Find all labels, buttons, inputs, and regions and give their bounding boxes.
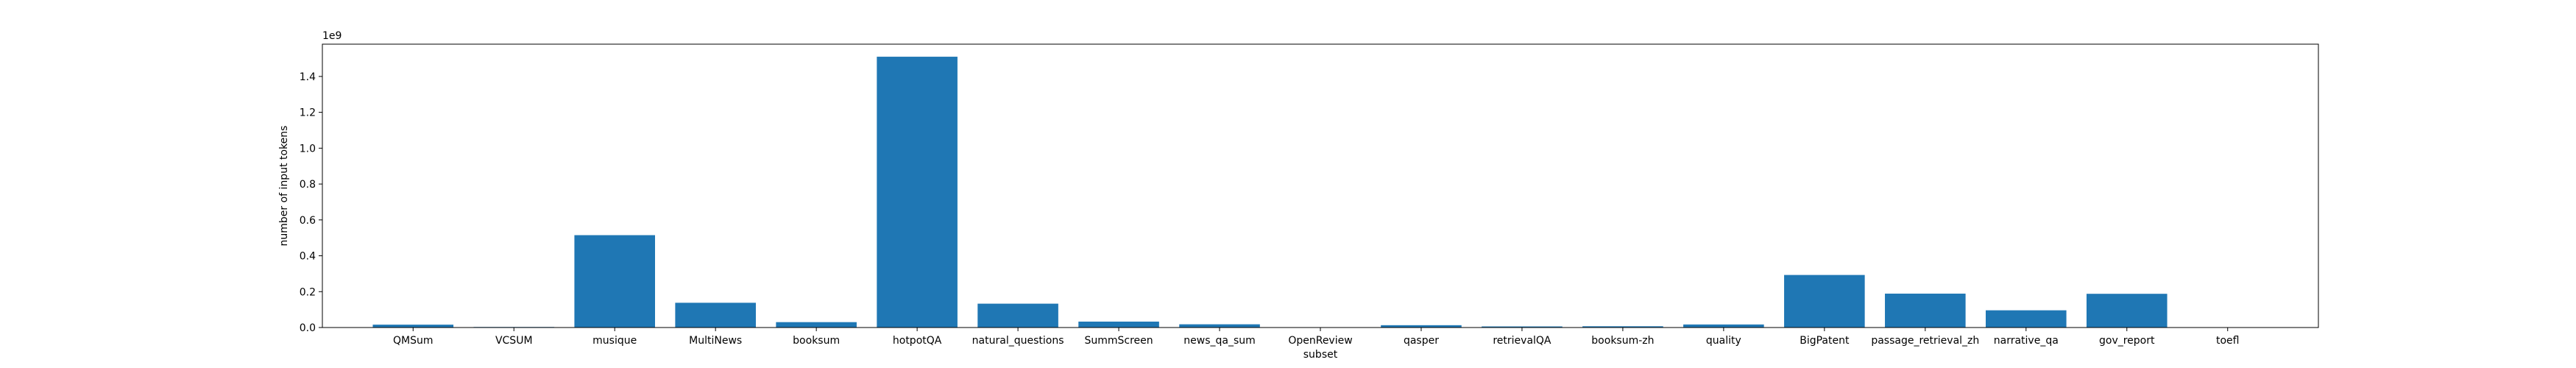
y-axis-label: number of input tokens bbox=[278, 126, 290, 247]
x-tick-label-booksum-zh: booksum-zh bbox=[1591, 335, 1654, 347]
x-tick-label-natural-questions: natural_questions bbox=[972, 335, 1064, 347]
x-tick-label-vcsum: VCSUM bbox=[495, 335, 533, 347]
x-tick-label-qasper: qasper bbox=[1404, 335, 1439, 347]
x-tick-label-narrative-qa: narrative_qa bbox=[1994, 335, 2059, 347]
bar-gov-report bbox=[2086, 294, 2168, 328]
x-axis-ticks: QMSum VCSUM musique MultiNews booksum hotpotQ… bbox=[393, 328, 2239, 347]
x-tick-label-quality: quality bbox=[1706, 335, 1741, 347]
x-tick-label-hotpotqa: hotpotQA bbox=[893, 335, 942, 347]
x-tick-label-toefl: toefl bbox=[2216, 335, 2240, 347]
y-tick-label: 0.2 bbox=[300, 286, 316, 298]
y-tick-label: 0.4 bbox=[300, 251, 316, 263]
bar-natural-questions bbox=[977, 303, 1058, 328]
bar-news-qa-sum bbox=[1179, 324, 1260, 328]
x-tick-label-qmsum: QMSum bbox=[393, 335, 434, 347]
bar-quality bbox=[1683, 324, 1764, 328]
x-tick-label-news-qa-sum: news_qa_sum bbox=[1183, 335, 1256, 347]
x-tick-label-bigpatent: BigPatent bbox=[1800, 335, 1850, 347]
bars-layer bbox=[372, 57, 2268, 328]
x-tick-label-booksum: booksum bbox=[793, 335, 840, 347]
y-axis-offset-label: 1e9 bbox=[322, 30, 342, 42]
axes-frame bbox=[322, 43, 2319, 328]
bar-booksum bbox=[776, 322, 857, 328]
x-tick-label-openreview: OpenReview bbox=[1288, 335, 1352, 347]
y-tick-label: 1.2 bbox=[300, 107, 316, 119]
bar-multinews bbox=[675, 302, 756, 328]
bar-qmsum bbox=[372, 325, 454, 328]
y-tick-label: 0.6 bbox=[300, 215, 316, 227]
y-tick-label: 0.0 bbox=[300, 322, 316, 334]
bar-retrievalqa bbox=[1482, 326, 1563, 328]
bar-passage-retrieval-zh bbox=[1885, 293, 1966, 328]
bar-booksum-zh bbox=[1582, 326, 1663, 328]
y-tick-label: 0.8 bbox=[300, 179, 316, 191]
x-axis-label: subset bbox=[1303, 349, 1338, 361]
x-tick-label-musique: musique bbox=[592, 335, 637, 347]
bar-narrative-qa bbox=[1986, 310, 2067, 328]
bar-summscreen bbox=[1078, 321, 1159, 328]
x-tick-label-passage-retrieval-zh: passage_retrieval_zh bbox=[1871, 335, 1979, 347]
x-tick-label-summscreen: SummScreen bbox=[1084, 335, 1153, 347]
bar-bigpatent bbox=[1784, 275, 1865, 328]
x-tick-label-gov-report: gov_report bbox=[2099, 335, 2155, 347]
bar-hotpotqa bbox=[877, 57, 958, 328]
y-tick-label: 1.0 bbox=[300, 143, 316, 155]
y-tick-label: 1.4 bbox=[300, 71, 316, 83]
y-axis-ticks: 0.0 0.2 0.4 0.6 0.8 1.0 1.2 1.4 bbox=[300, 71, 322, 334]
bar-musique bbox=[574, 235, 655, 328]
bar-qasper bbox=[1381, 325, 1462, 328]
x-tick-label-multinews: MultiNews bbox=[689, 335, 742, 347]
x-tick-label-retrievalqa: retrievalQA bbox=[1493, 335, 1551, 347]
